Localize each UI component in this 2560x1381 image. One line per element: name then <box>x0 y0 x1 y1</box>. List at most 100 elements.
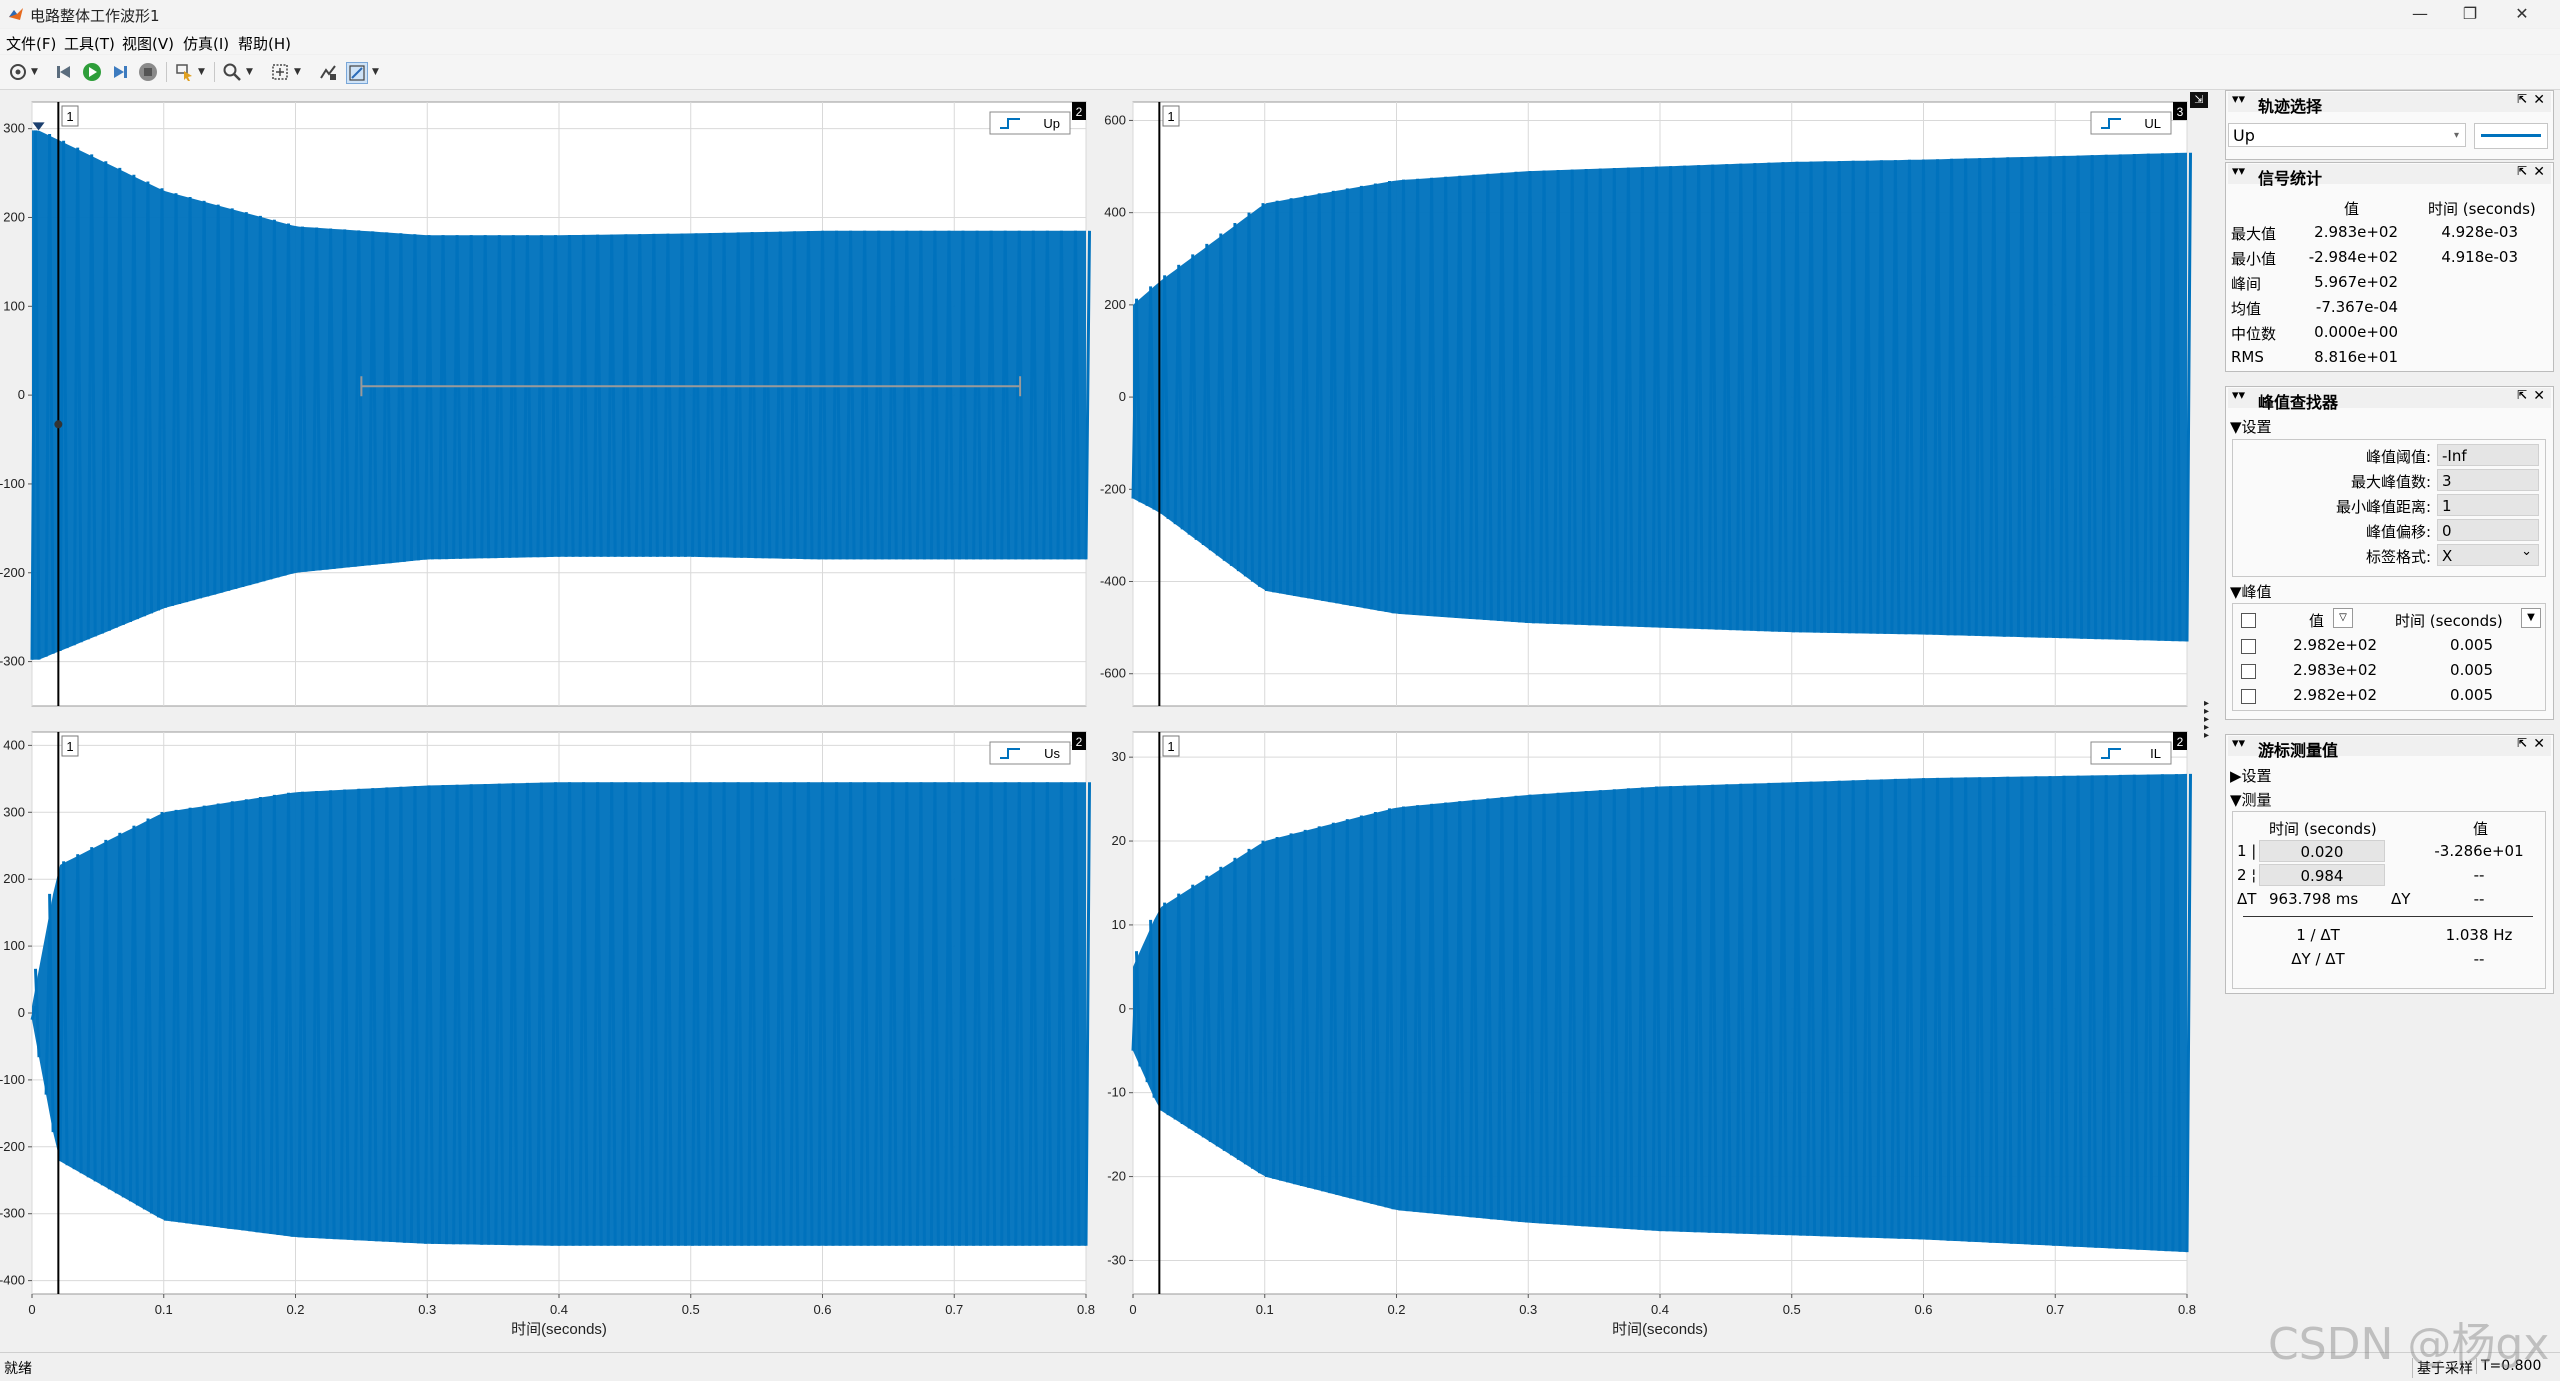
stats-row-label: RMS <box>2231 348 2264 366</box>
legend-box[interactable] <box>2090 111 2172 135</box>
cursor-measure-toggle[interactable]: ▼测量 <box>2230 791 2272 809</box>
plot-us[interactable]: 400 300 200 100 0 -100 -200 -300 -400 1 2 Us 0 0.1 0.2… <box>0 731 1095 1338</box>
cursor-point[interactable] <box>54 420 63 429</box>
settings-icon[interactable] <box>8 62 28 82</box>
line-style-swatch <box>2481 134 2541 137</box>
legend-label: Up <box>1043 116 1060 131</box>
close-button[interactable]: ✕ <box>2515 4 2529 23</box>
legend-box[interactable] <box>989 111 1071 135</box>
undock-icon[interactable]: ⇱ <box>2516 92 2527 106</box>
peak-row-checkbox[interactable] <box>2241 689 2256 704</box>
cursor2-time-input[interactable]: 0.984 <box>2259 864 2385 886</box>
stats-row-label: 均值 <box>2231 300 2262 318</box>
peak-setting-input[interactable]: 1 <box>2437 494 2539 516</box>
zoom-dropdown-icon[interactable]: ▼ <box>246 67 253 77</box>
plot-up[interactable]: 300 200 100 0 -100 -200 -300 1 2 Up <box>0 101 1091 707</box>
highlight-icon[interactable] <box>174 62 194 82</box>
select-all-peaks-checkbox[interactable] <box>2241 613 2256 628</box>
cursor1-value: -3.286e+01 <box>2434 842 2524 860</box>
cursor-measure-icon[interactable] <box>318 62 338 82</box>
close-icon[interactable]: ✕ <box>2533 164 2545 180</box>
stats-row-value: 0.000e+00 <box>2314 323 2398 341</box>
cursor1-time-input[interactable]: 0.020 <box>2259 840 2385 862</box>
trace-selection-panel: ▾▾ 轨迹选择 ⇱ ✕ Up ▾ <box>2225 90 2554 160</box>
signal-stats-title-bar: ▾▾ 信号统计 ⇱ ✕ <box>2228 164 2551 188</box>
close-icon[interactable]: ✕ <box>2533 388 2545 404</box>
plot-il[interactable]: 30 20 10 0 -10 -20 -30 1 2 IL 0 0.1 0.2 0.3 0.4 0.5 0.6 0… <box>1107 731 2196 1338</box>
watermark: CSDN @杨gx <box>2268 1319 2550 1370</box>
cursor-index-label: 1 <box>66 739 73 754</box>
peak-settings-toggle[interactable]: ▼设置 <box>2230 418 2272 436</box>
peak-finder-title-bar: ▾▾ 峰值查找器 ⇱ ✕ <box>2228 388 2551 412</box>
minimize-button[interactable]: — <box>2412 4 2428 23</box>
menu-bar: 文件(F) 工具(T) 视图(V) 仿真(I) 帮助(H) <box>0 29 2560 54</box>
peak-setting-input[interactable]: 3 <box>2437 469 2539 491</box>
menu-file[interactable]: 文件(F) <box>6 35 57 53</box>
x-axis-label: 时间(seconds) <box>511 1321 607 1338</box>
peak-list-box: 值 ▽ 时间 (seconds) ▼ 2.982e+02 0.005 2.983e+… <box>2232 603 2546 711</box>
edit-dropdown-icon[interactable]: ▼ <box>372 67 379 77</box>
y-tick-label: 20 <box>1112 833 1126 848</box>
settings-dropdown-icon[interactable]: ▼ <box>31 67 38 77</box>
y-tick-label: 100 <box>3 298 25 313</box>
trace-select-value: Up <box>2233 126 2255 145</box>
peak-row-value: 2.982e+02 <box>2293 636 2377 654</box>
stats-row-value: -2.984e+02 <box>2308 248 2398 266</box>
peak-setting-input[interactable]: -Inf <box>2437 444 2539 466</box>
corner-badge <box>1072 732 1086 750</box>
peak-row-checkbox[interactable] <box>2241 664 2256 679</box>
run-icon[interactable] <box>82 62 102 82</box>
peak-list-toggle[interactable]: ▼峰值 <box>2230 583 2272 601</box>
autoscale-dropdown-icon[interactable]: ▼ <box>294 67 301 77</box>
chevron-down-icon: ⌄ <box>2521 544 2532 559</box>
x-tick-label: 0.5 <box>1783 1302 1801 1317</box>
y-tick-label: -200 <box>0 1139 25 1154</box>
autoscale-icon[interactable] <box>270 62 290 82</box>
step-forward-icon[interactable] <box>110 62 130 82</box>
x-tick-label: 0.4 <box>1651 1302 1669 1317</box>
pin-icon[interactable]: ▾▾ <box>2232 164 2246 179</box>
peak-header-time[interactable]: 时间 (seconds) <box>2395 612 2503 630</box>
undock-panel-icon[interactable]: ⇲ <box>2190 92 2208 108</box>
menu-tools[interactable]: 工具(T) <box>64 35 115 53</box>
sort-down-icon[interactable]: ▽ <box>2333 608 2353 628</box>
trace-line-style[interactable] <box>2474 123 2548 149</box>
panel-title: 信号统计 <box>2258 169 2323 188</box>
back-step-icon[interactable] <box>54 62 74 82</box>
trace-select[interactable]: Up ▾ <box>2228 123 2466 147</box>
menu-simulation[interactable]: 仿真(I) <box>183 35 230 53</box>
close-icon[interactable]: ✕ <box>2533 736 2545 752</box>
plot-ul[interactable]: 600 400 200 0 -200 -400 -600 1 3 UL <box>1100 101 2192 707</box>
edit-icon[interactable] <box>346 62 368 84</box>
matlab-logo-icon <box>9 8 23 20</box>
status-sim-time: T=0.800 <box>2476 1358 2545 1374</box>
delta-y-value: -- <box>2473 890 2485 908</box>
panel-title: 游标测量值 <box>2258 741 2339 760</box>
menu-view[interactable]: 视图(V) <box>122 35 174 53</box>
cursor-settings-toggle[interactable]: ▶设置 <box>2230 767 2272 785</box>
peak-marker[interactable] <box>32 122 45 131</box>
undock-icon[interactable]: ⇱ <box>2516 388 2527 402</box>
pin-icon[interactable]: ▾▾ <box>2232 736 2246 751</box>
zoom-icon[interactable] <box>222 62 242 82</box>
undock-icon[interactable]: ⇱ <box>2516 736 2527 750</box>
peak-setting-input[interactable]: X ⌄ <box>2437 544 2539 566</box>
highlight-dropdown-icon[interactable]: ▼ <box>198 67 205 77</box>
menu-help[interactable]: 帮助(H) <box>238 35 291 53</box>
restore-button[interactable]: ❐ <box>2462 4 2478 23</box>
undock-icon[interactable]: ⇱ <box>2516 164 2527 178</box>
close-icon[interactable]: ✕ <box>2533 92 2545 108</box>
peak-row-value: 2.982e+02 <box>2293 686 2377 704</box>
peak-header-value[interactable]: 值 <box>2309 612 2325 630</box>
peak-setting-input[interactable]: 0 <box>2437 519 2539 541</box>
collapse-panel-icon[interactable]: ▸ ▸ ▸ ▸ ▸ <box>2204 698 2210 741</box>
delta-y-label: ΔY <box>2391 890 2411 908</box>
peak-row-checkbox[interactable] <box>2241 639 2256 654</box>
legend-box[interactable] <box>2090 741 2172 765</box>
sort-down-icon[interactable]: ▼ <box>2521 608 2541 628</box>
pin-icon[interactable]: ▾▾ <box>2232 388 2246 403</box>
stop-icon[interactable] <box>138 62 158 82</box>
legend-box[interactable] <box>989 741 1071 765</box>
pin-icon[interactable]: ▾▾ <box>2232 92 2246 107</box>
cursor2-label: 2 ¦ <box>2237 866 2257 884</box>
